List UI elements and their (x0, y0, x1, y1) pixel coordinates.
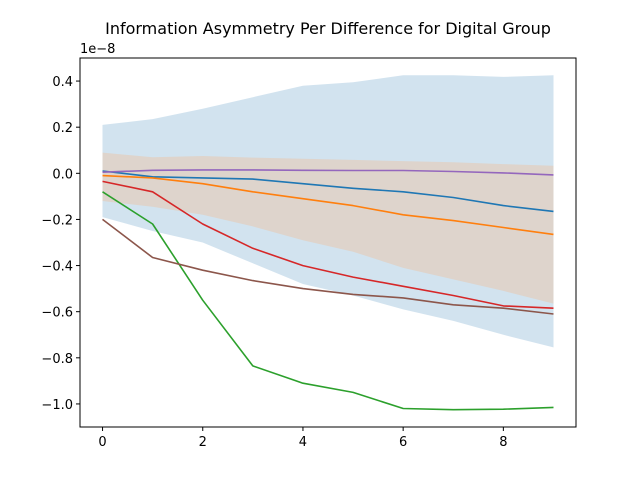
series-line-3 (102, 191, 554, 411)
axes-frame (79, 57, 577, 428)
x-tick-label: 0 (98, 435, 106, 450)
series-line-2 (102, 174, 554, 236)
series-line-5 (102, 169, 554, 176)
series-line-6 (102, 218, 554, 315)
y-tick-label: 0.4 (52, 75, 73, 90)
chart-title: Information Asymmetry Per Difference for… (105, 19, 551, 38)
confidence-band-2 (102, 152, 554, 304)
y-tick-label: −0.2 (41, 213, 73, 228)
x-tick-label: 4 (299, 435, 307, 450)
y-tick-label: −0.6 (41, 306, 73, 321)
plot-area (102, 75, 554, 411)
x-tick-label: 8 (499, 435, 507, 450)
y-tick-label: 0.0 (52, 167, 73, 182)
y-tick-label: 0.2 (52, 121, 73, 136)
y-tick-label: −0.4 (41, 260, 73, 275)
series-line-4 (102, 180, 554, 309)
x-tick-label: 6 (399, 435, 407, 450)
x-tick-label: 2 (199, 435, 207, 450)
series-line-1 (102, 170, 554, 213)
y-axis-offset-label: 1e−8 (80, 42, 115, 57)
y-tick-label: −0.8 (41, 352, 73, 367)
y-tick-label: −1.0 (41, 398, 73, 413)
axes: 0 2 4 6 8 0.4 0.2 0.0 −0.2 −0.4 −0.6 −0.8 −1.0 (41, 57, 577, 450)
